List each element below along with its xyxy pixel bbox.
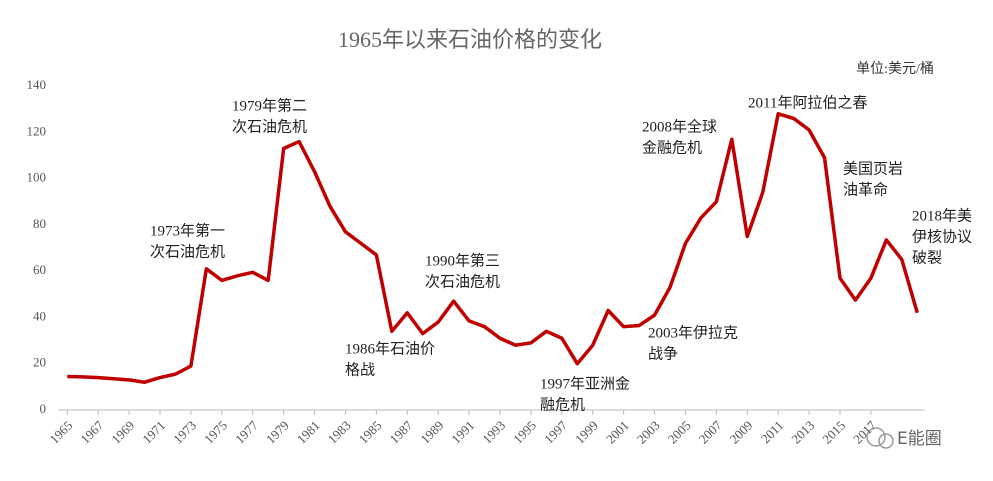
y-tick-label: 120: [27, 123, 47, 138]
x-tick-label: 2011: [758, 418, 787, 447]
annotation-line: 1990年第三: [425, 251, 500, 269]
annotation-line: 次石油危机: [232, 118, 307, 135]
y-tick-label: 20: [33, 355, 46, 370]
x-tick-label: 1979: [263, 418, 292, 447]
x-tick-label: 1995: [510, 418, 539, 447]
x-tick-label: 1969: [108, 418, 137, 447]
annotation-line: 1979年第二: [232, 96, 307, 114]
annotation: 2011年阿拉伯之春: [748, 94, 867, 111]
x-tick-label: 1981: [294, 418, 323, 447]
x-tick-label: 2001: [603, 418, 632, 447]
x-tick-label: 1997: [541, 417, 570, 446]
x-tick-label: 1991: [448, 418, 477, 447]
annotation-line: 2018年美: [912, 207, 972, 224]
annotation-line: 2011年阿拉伯之春: [748, 94, 867, 111]
annotation-line: 美国页岩: [843, 160, 903, 177]
y-tick-label: 140: [27, 77, 47, 92]
annotation-line: 融危机: [540, 396, 585, 413]
x-tick-label: 1975: [201, 418, 230, 447]
x-tick-label: 1985: [356, 418, 385, 447]
watermark-icon: [866, 427, 894, 449]
price-line: [67, 112, 919, 384]
y-tick-label: 80: [33, 216, 46, 231]
annotation-line: 油革命: [843, 180, 888, 198]
annotation-line: 破裂: [912, 249, 942, 266]
x-tick-label: 1973: [170, 418, 199, 447]
annotation-line: 伊核协议: [912, 228, 972, 245]
x-tick-label: 2013: [788, 418, 817, 447]
x-tick-label: 1967: [77, 417, 106, 446]
y-tick-label: 60: [33, 262, 46, 277]
annotation-line: 2003年伊拉克: [648, 324, 738, 341]
annotation-line: 1973年第一: [150, 221, 225, 239]
x-tick-label: 1983: [325, 418, 354, 447]
y-tick-label: 40: [33, 308, 46, 323]
annotation-line: 金融危机: [642, 139, 702, 156]
y-tick-label: 100: [27, 170, 47, 185]
chart-title: 1965年以来石油价格的变化: [338, 27, 602, 52]
x-tick-label: 2015: [819, 418, 848, 447]
x-tick-label: 2005: [665, 418, 694, 447]
x-tick-label: 1977: [232, 417, 261, 446]
x-tick-label: 1999: [572, 418, 601, 447]
annotation-line: 次石油危机: [425, 273, 500, 290]
annotation-line: 2008年全球: [642, 117, 717, 135]
y-tick-label: 0: [40, 401, 47, 416]
x-tick-label: 2007: [696, 417, 725, 446]
x-tick-label: 2017: [850, 417, 879, 446]
annotation-line: 次石油危机: [150, 243, 225, 260]
annotation-line: 战争: [648, 344, 678, 362]
x-tick-label: 1987: [387, 417, 416, 446]
annotation-line: 1986年石油价: [345, 340, 435, 357]
x-tick-label: 2009: [727, 418, 756, 447]
annotation-line: 1997年亚洲金: [540, 375, 630, 392]
x-tick-label: 1965: [47, 418, 76, 447]
unit-label: 单位:美元/桶: [856, 61, 934, 77]
x-tick-label: 2003: [634, 418, 663, 447]
watermark: E能圈: [897, 429, 942, 449]
annotation-line: 格战: [345, 361, 375, 378]
x-tick-label: 1989: [417, 418, 446, 447]
x-tick-label: 1971: [139, 418, 168, 447]
x-tick-label: 1993: [479, 418, 508, 447]
